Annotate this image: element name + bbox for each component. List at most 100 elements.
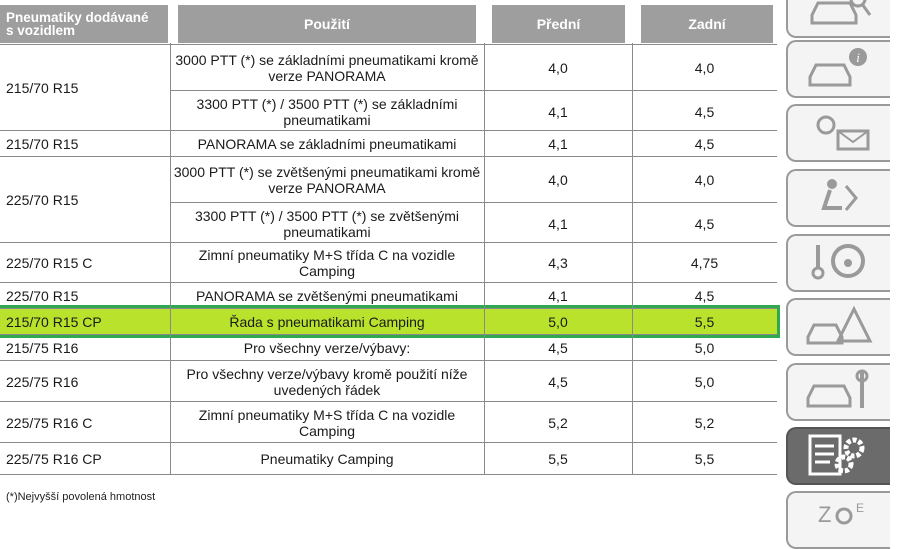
use-line: Zimní pneumatiky M+S třída C na vozidle	[198, 247, 456, 263]
use-line: 3300 PTT (*) / 3500 PTT (*) se zvětšeným…	[194, 207, 460, 224]
table-row-group: 215/70 R15 PANORAMA se základními pneumat…	[0, 130, 777, 157]
use-cell: Zimní pneumatiky M+S třída C na vozidle C…	[170, 243, 484, 283]
tyre-size-cell: 225/70 R15	[6, 288, 79, 304]
header-rear: Zadní	[641, 5, 773, 43]
use-cell: Řada s pneumatikami Camping	[170, 309, 484, 335]
table-row: 3300 PTT (*) / 3500 PTT (*) se základním…	[170, 90, 777, 132]
front-pressure-cell: 4,5	[548, 340, 568, 356]
table-bottom-border	[0, 474, 777, 475]
svg-text:Z: Z	[818, 502, 831, 527]
table-row-group: 225/70 R15 3000 PTT (*) se zvětšenými pne…	[0, 156, 777, 243]
use-cell: 3300 PTT (*) / 3500 PTT (*) se základním…	[170, 91, 484, 132]
table-row: PANORAMA se zvětšenými pneumatikami 4,1 4,…	[170, 283, 777, 309]
front-pressure-cell: 5,5	[548, 451, 568, 467]
chapter-tab[interactable]	[786, 104, 890, 162]
tyre-size-cell: 215/75 R16	[6, 340, 79, 356]
use-line: pneumatikami	[283, 223, 371, 240]
chapter-tab[interactable]	[786, 0, 890, 38]
front-pressure-cell: 5,0	[548, 314, 568, 330]
rear-pressure-cell: 5,0	[694, 340, 715, 356]
column-divider	[484, 43, 485, 474]
key-steering-wheel-icon	[804, 239, 874, 288]
chapter-tab[interactable]	[786, 427, 890, 485]
use-line: 3000 PTT (*) se zvětšenými pneumatikami …	[173, 163, 481, 180]
tyre-size-cell: 225/75 R16 CP	[6, 451, 102, 467]
seat-airbag-icon	[804, 174, 874, 223]
chapter-tab[interactable]	[786, 298, 890, 356]
use-line: verze PANORAMA	[268, 179, 386, 196]
use-line: PANORAMA se základními pneumatikami	[197, 136, 457, 152]
front-pressure-cell: 4,1	[548, 215, 568, 232]
use-line: pneumatikami	[283, 111, 371, 128]
rear-pressure-cell: 5,2	[694, 414, 715, 431]
header-tyres-line1: Pneumatiky dodávané	[6, 10, 149, 25]
tyre-size-cell: 215/70 R15	[6, 80, 79, 96]
table-row: 3300 PTT (*) / 3500 PTT (*) se zvětšeným…	[170, 202, 777, 244]
light-message-icon	[804, 109, 874, 158]
table-row-group: 225/70 R15 C Zimní pneumatiky M+S třída C…	[0, 242, 777, 283]
car-warning-icon	[804, 303, 874, 352]
column-divider	[632, 43, 633, 474]
list-gear-icon	[804, 432, 874, 481]
use-cell: PANORAMA se zvětšenými pneumatikami	[170, 283, 484, 309]
front-pressure-cell: 4,3	[548, 255, 568, 271]
table-row: Zimní pneumatiky M+S třída C na vozidle C…	[170, 243, 777, 283]
table-row: Zimní pneumatiky M+S třída C na vozidle C…	[170, 402, 777, 443]
column-divider	[170, 43, 171, 474]
chapter-tab[interactable]	[786, 234, 890, 292]
rear-pressure-cell: 4,0	[694, 59, 715, 76]
use-line: 3300 PTT (*) / 3500 PTT (*) se základním…	[196, 95, 458, 112]
table-row-group: 225/75 R16 C Zimní pneumatiky M+S třída C…	[0, 401, 777, 443]
use-cell: 3000 PTT (*) se zvětšenými pneumatikami …	[170, 157, 484, 202]
rear-pressure-cell: 4,5	[694, 136, 715, 152]
use-cell: 3300 PTT (*) / 3500 PTT (*) se zvětšeným…	[170, 203, 484, 244]
table-row-group: 225/75 R16 CP Pneumatiky Camping 5,5 5,5	[0, 442, 777, 475]
rear-pressure-cell: 4,0	[694, 171, 715, 188]
table-row: 3000 PTT (*) se zvětšenými pneumatikami …	[170, 157, 777, 202]
use-cell: Zimní pneumatiky M+S třída C na vozidle C…	[170, 402, 484, 443]
rear-pressure-cell: 4,5	[694, 103, 715, 120]
rear-pressure-cell: 5,5	[694, 451, 715, 467]
use-line: Zimní pneumatiky M+S třída C na vozidle	[198, 406, 456, 423]
chapter-tab[interactable]: i	[786, 40, 890, 98]
table-row: Pneumatiky Camping 5,5 5,5	[170, 443, 777, 475]
tyre-size-cell: 225/75 R16	[6, 373, 79, 390]
rear-pressure-cell: 4,5	[694, 288, 715, 304]
use-line: Camping	[298, 422, 355, 439]
car-info-icon: i	[804, 45, 874, 94]
use-line: Camping	[298, 263, 355, 279]
rear-pressure-cell: 5,0	[694, 373, 715, 390]
tyre-size-cell: 225/75 R16 C	[6, 414, 93, 431]
table-row-group: 215/75 R16 Pro všechny verze/výbavy: 4,5 5,…	[0, 334, 777, 361]
table-row-group: 215/70 R15 3000 PTT (*) se základními pne…	[0, 44, 777, 131]
use-cell: Pneumatiky Camping	[170, 443, 484, 475]
rear-pressure-cell: 4,75	[690, 255, 719, 271]
table-row: 3000 PTT (*) se základními pneumatikami …	[170, 45, 777, 90]
front-pressure-cell: 4,1	[548, 288, 568, 304]
table-row-group: 225/75 R16 Pro všechny verze/výbavy kromě…	[0, 360, 777, 402]
footnote: (*)Nejvyšší povolená hmotnost	[6, 491, 156, 503]
use-line: verze PANORAMA	[268, 67, 386, 84]
tyre-size-cell: 225/70 R15	[6, 192, 79, 208]
chapter-tab[interactable]	[786, 363, 890, 421]
table-row-group: 215/70 R15 CP Řada s pneumatikami Camping…	[0, 305, 780, 338]
use-cell: Pro všechny verze/výbavy:	[170, 335, 484, 361]
header-front: Přední	[492, 5, 625, 43]
use-line: Pneumatiky Camping	[260, 451, 394, 467]
front-pressure-cell: 4,0	[548, 59, 568, 76]
table-row: Pro všechny verze/výbavy kromě použití n…	[170, 361, 777, 402]
table-row-group: 225/70 R15 PANORAMA se zvětšenými pneumat…	[0, 282, 777, 309]
tyre-size-cell: 215/70 R15 CP	[6, 314, 102, 330]
chapter-tab[interactable]	[786, 169, 890, 227]
front-pressure-cell: 4,1	[548, 136, 568, 152]
car-search-icon	[804, 0, 874, 34]
tyre-size-cell: 215/70 R15	[6, 136, 79, 152]
use-cell: 3000 PTT (*) se základními pneumatikami …	[170, 45, 484, 90]
table-row: Řada s pneumatikami Camping 5,0 5,5	[170, 309, 777, 335]
header-tyres-line2: s vozidlem	[6, 23, 76, 38]
svg-text:E: E	[856, 501, 864, 515]
table-row: PANORAMA se základními pneumatikami 4,1 4,…	[170, 131, 777, 157]
use-cell: PANORAMA se základními pneumatikami	[170, 131, 484, 157]
